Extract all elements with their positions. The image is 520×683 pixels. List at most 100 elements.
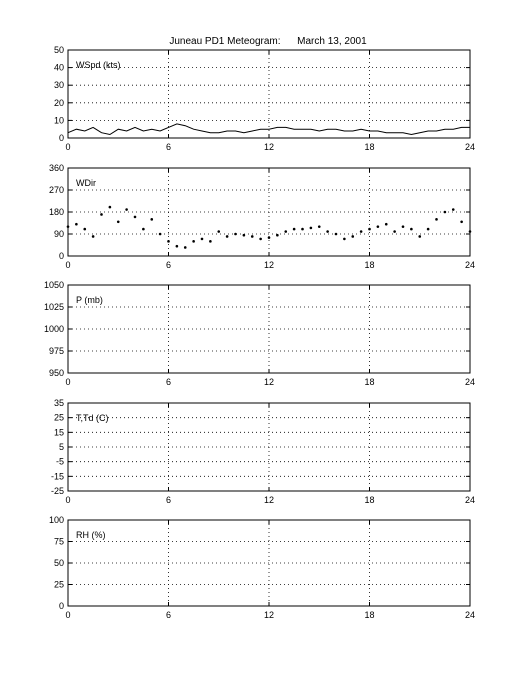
data-point bbox=[142, 227, 145, 231]
data-point bbox=[359, 230, 363, 233]
data-point bbox=[343, 237, 346, 241]
panel-label: WDir bbox=[76, 178, 96, 188]
data-point bbox=[192, 240, 195, 243]
panel-label: WSpd (kts) bbox=[76, 60, 121, 70]
data-point bbox=[443, 210, 447, 214]
data-point bbox=[317, 225, 321, 228]
data-point bbox=[125, 208, 128, 211]
x-tick-label: 24 bbox=[465, 610, 475, 620]
data-point bbox=[435, 218, 438, 221]
data-point bbox=[158, 232, 162, 236]
data-point bbox=[418, 235, 422, 238]
x-tick-label: 0 bbox=[65, 142, 70, 152]
data-point bbox=[401, 225, 405, 228]
panels: 0 6 12 18 24 0 10 20 30 40 50 WSpd (kts) 0 6 12 18 24 0 90… bbox=[44, 45, 475, 620]
data-point bbox=[468, 230, 472, 233]
data-point bbox=[301, 227, 304, 231]
y-tick-label: 15 bbox=[54, 427, 64, 437]
panel-1: 0 6 12 18 24 0 10 20 30 40 50 WSpd (kts) bbox=[54, 45, 475, 152]
y-tick-label: -5 bbox=[56, 457, 64, 467]
y-tick-label: 1000 bbox=[44, 324, 64, 334]
y-tick-label: 20 bbox=[54, 98, 64, 108]
x-tick-label: 24 bbox=[465, 495, 475, 505]
data-point bbox=[334, 232, 338, 236]
panel-label: P (mb) bbox=[76, 295, 103, 305]
x-tick-label: 12 bbox=[264, 377, 274, 387]
data-point bbox=[393, 230, 396, 233]
x-tick-label: 6 bbox=[166, 377, 171, 387]
y-tick-label: 0 bbox=[59, 601, 64, 611]
x-tick-label: 0 bbox=[65, 260, 70, 270]
data-point bbox=[460, 220, 463, 224]
data-point bbox=[133, 215, 137, 219]
data-point bbox=[225, 235, 229, 238]
data-point bbox=[276, 233, 279, 237]
y-tick-label: 10 bbox=[54, 115, 64, 125]
y-tick-label: 1050 bbox=[44, 280, 64, 290]
x-tick-label: 12 bbox=[264, 495, 274, 505]
data-point bbox=[217, 230, 221, 233]
data-point bbox=[426, 227, 430, 231]
data-point bbox=[351, 235, 355, 238]
x-tick-label: 12 bbox=[264, 142, 274, 152]
data-point bbox=[267, 236, 271, 239]
data-point bbox=[116, 220, 120, 224]
y-tick-label: 975 bbox=[49, 346, 64, 356]
data-point bbox=[183, 246, 187, 249]
y-tick-label: -15 bbox=[51, 471, 64, 481]
figure-title: Juneau PD1 Meteogram: March 13, 2001 bbox=[169, 36, 367, 47]
x-tick-label: 12 bbox=[264, 260, 274, 270]
x-tick-label: 6 bbox=[166, 610, 171, 620]
x-tick-label: 24 bbox=[465, 260, 475, 270]
panel-2: 0 6 12 18 24 0 90 180 270 360 WDir bbox=[49, 163, 475, 270]
y-tick-label: 90 bbox=[54, 229, 64, 239]
data-point bbox=[451, 208, 455, 211]
y-tick-label: 950 bbox=[49, 368, 64, 378]
data-point bbox=[368, 227, 371, 231]
x-tick-label: 12 bbox=[264, 610, 274, 620]
x-tick-label: 0 bbox=[65, 377, 70, 387]
data-point bbox=[250, 235, 254, 238]
data-point bbox=[83, 227, 87, 231]
data-point bbox=[259, 237, 262, 241]
x-tick-label: 0 bbox=[65, 610, 70, 620]
data-point bbox=[284, 230, 288, 233]
y-tick-label: 40 bbox=[54, 63, 64, 73]
y-tick-label: 180 bbox=[49, 207, 64, 217]
y-tick-label: 50 bbox=[54, 558, 64, 568]
data-point bbox=[167, 240, 170, 243]
y-tick-label: 30 bbox=[54, 80, 64, 90]
x-tick-label: 18 bbox=[364, 377, 374, 387]
panel-label: RH (%) bbox=[76, 530, 106, 540]
data-point bbox=[100, 213, 103, 216]
y-tick-label: 100 bbox=[49, 515, 64, 525]
y-tick-label: 270 bbox=[49, 185, 64, 195]
data-point bbox=[242, 233, 246, 237]
y-tick-label: 360 bbox=[49, 163, 64, 173]
y-tick-label: 75 bbox=[54, 537, 64, 547]
y-tick-label: -25 bbox=[51, 486, 64, 496]
data-point bbox=[75, 222, 78, 226]
x-tick-label: 18 bbox=[364, 610, 374, 620]
x-tick-label: 18 bbox=[364, 495, 374, 505]
panel-4: 0 6 12 18 24 -25 -15 -5 5 15 25 35 T,Td (C) bbox=[51, 398, 475, 505]
y-tick-label: 0 bbox=[59, 133, 64, 143]
data-point bbox=[384, 222, 388, 226]
data-point bbox=[91, 235, 95, 238]
data-point bbox=[108, 205, 112, 209]
y-tick-label: 0 bbox=[59, 251, 64, 261]
x-tick-label: 24 bbox=[465, 142, 475, 152]
panel-label: T,Td (C) bbox=[76, 413, 109, 423]
y-tick-label: 25 bbox=[54, 413, 64, 423]
y-tick-label: 50 bbox=[54, 45, 64, 55]
data-point bbox=[292, 227, 296, 231]
data-point bbox=[410, 227, 413, 231]
x-tick-label: 6 bbox=[166, 142, 171, 152]
x-tick-label: 18 bbox=[364, 260, 374, 270]
data-point bbox=[209, 240, 212, 243]
x-tick-label: 0 bbox=[65, 495, 70, 505]
data-point bbox=[175, 244, 179, 248]
data-point bbox=[376, 225, 380, 228]
panel-3: 0 6 12 18 24 950 975 1000 1025 1050 P (mb) bbox=[44, 280, 475, 387]
x-tick-label: 18 bbox=[364, 142, 374, 152]
